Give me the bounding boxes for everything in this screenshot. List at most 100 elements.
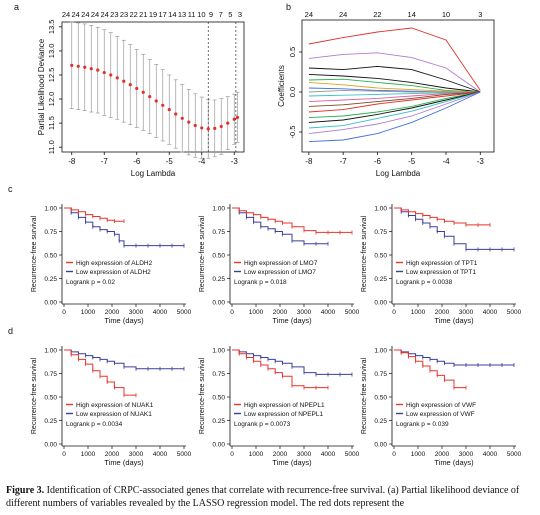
x-axis-label: Time (days) <box>434 458 474 467</box>
low-expression-curve <box>394 349 514 366</box>
x-tick-label: 0 <box>230 451 234 458</box>
x-tick-label: 0 <box>392 451 396 458</box>
y-axis-label: Partial Likelihood Deviance <box>37 38 46 135</box>
coefficient-path <box>308 91 481 129</box>
legend-label-low: Low expression of NUAK1 <box>76 411 152 418</box>
deviance-point <box>141 90 145 94</box>
deviance-point <box>193 123 197 128</box>
logrank-label: Logrank p = 0.0073 <box>234 421 291 428</box>
y-tick-label: 0.00 <box>44 442 57 449</box>
coefficient-path <box>308 91 481 113</box>
logrank-label: Logrank p = 0.018 <box>234 279 287 286</box>
x-tick-label: -3 <box>477 157 485 166</box>
x-axis-label: Time (days) <box>104 458 144 467</box>
legend-label-high: High expression of NUAK1 <box>76 402 154 409</box>
x-tick-label: 2000 <box>273 451 288 458</box>
x-tick-label: 2000 <box>435 309 450 316</box>
panel-a: a24 24 24 24 24 23 23 22 21 19 17 14 13 11 10 9 7 5 3-8 -7-… <box>14 2 245 178</box>
high-expression-curve <box>394 349 466 389</box>
x-tick-label: 3000 <box>459 451 474 458</box>
top-tick-label: 24 <box>100 10 108 19</box>
x-tick-label: 1000 <box>81 309 96 316</box>
km-panel-nuak1: 0.00 0.25 0.50 0.75 1.00 0 1000 2000 3000 4000 500… <box>31 346 192 467</box>
coefficient-path <box>308 91 481 135</box>
x-tick-label: 4000 <box>153 451 168 458</box>
top-tick-label: 17 <box>158 10 166 19</box>
figure: a24 24 24 24 24 23 23 22 21 19 17 14 13 11 10 9 7 5 3-8 -7-… <box>8 2 522 467</box>
x-tick-label: 1000 <box>411 309 426 316</box>
x-tick-label: 3000 <box>129 451 144 458</box>
y-tick-label: 0.50 <box>44 395 57 402</box>
x-axis-label: Time (days) <box>434 316 474 325</box>
deviance-point <box>76 64 80 68</box>
x-axis-label: Time (days) <box>104 316 144 325</box>
km-panel-aldh2: 0.00 0.25 0.50 0.75 1.00 0 1000 2000 3000 4000 500… <box>31 204 192 325</box>
y-axis-label: Recurrence-free survival <box>199 357 206 434</box>
y-tick-label: 0.75 <box>374 229 387 236</box>
x-tick-label: 1000 <box>249 451 264 458</box>
top-tick-label: 21 <box>139 10 147 19</box>
top-tick-label: 9 <box>209 10 213 19</box>
top-tick-label: 23 <box>110 10 118 19</box>
deviance-point <box>115 76 119 80</box>
high-expression-curve <box>64 349 136 396</box>
panel-letter-c: c <box>8 184 13 194</box>
coefficient-path <box>308 65 481 93</box>
x-tick-label: 2000 <box>105 309 120 316</box>
top-tick-label: 5 <box>228 10 232 19</box>
deviance-point <box>135 86 139 91</box>
coefficient-path <box>308 81 481 93</box>
x-axis-label: Log Lambda <box>131 169 176 178</box>
y-tick-label: 0.00 <box>374 442 387 449</box>
x-tick-label: 3000 <box>297 309 312 316</box>
y-tick-label: 13.0 <box>47 44 56 59</box>
coefficient-path <box>308 91 481 123</box>
x-tick-label: 1000 <box>411 451 426 458</box>
x-tick-label: 3000 <box>459 309 474 316</box>
x-tick-label: 4000 <box>321 451 336 458</box>
x-tick-label: -4 <box>442 157 450 166</box>
legend-label-low: Low expression of TPT1 <box>406 269 476 276</box>
x-axis-label: Log Lambda <box>376 169 421 178</box>
top-tick-label: 24 <box>71 10 79 19</box>
x-tick-label: 0 <box>62 451 66 458</box>
legend-label-low: Low expression of VWF <box>406 411 475 418</box>
logrank-label: Logrank p = 0.0038 <box>396 279 453 286</box>
caption-label: Figure 3. <box>6 485 45 496</box>
deviance-point <box>154 99 158 103</box>
y-axis-label: Recurrence-free survival <box>361 357 368 434</box>
x-tick-label: 5000 <box>177 451 192 458</box>
deviance-point <box>174 112 178 116</box>
legend-label-high: High expression of NPEPL1 <box>244 402 325 409</box>
x-axis-label: Time (days) <box>272 458 312 467</box>
y-tick-label: 0.50 <box>44 253 57 260</box>
top-tick-label: 7 <box>219 10 223 19</box>
y-tick-label: 1.00 <box>44 206 57 213</box>
coefficient-path <box>308 91 481 119</box>
deviance-point <box>128 82 132 87</box>
x-tick-label: 4000 <box>483 451 498 458</box>
plot-frame <box>301 19 495 153</box>
x-tick-label: 2000 <box>435 451 450 458</box>
legend-label-low: Low expression of NPEPL1 <box>244 411 324 418</box>
y-tick-label: 0.50 <box>374 395 387 402</box>
legend-label-high: High expression of LMO7 <box>244 260 318 267</box>
x-tick-label: 3000 <box>297 451 312 458</box>
low-expression-curve <box>232 349 352 375</box>
km-panel-vwf: 0.00 0.25 0.50 0.75 1.00 0 1000 2000 3000 4000 500… <box>361 346 522 467</box>
deviance-point <box>96 68 100 72</box>
deviance-point <box>219 124 223 129</box>
panel-letter-b: b <box>286 2 291 12</box>
x-tick-label: 5000 <box>177 309 192 316</box>
y-tick-label: 0.25 <box>44 418 57 425</box>
legend-label-high: High expression of TPT1 <box>406 260 478 267</box>
km-panel-npepl1: 0.00 0.25 0.50 0.75 1.00 0 1000 2000 3000 4000 500… <box>199 346 360 467</box>
y-tick-label: 0.5 <box>288 47 297 57</box>
legend-label-high: High expression of ALDH2 <box>76 260 153 267</box>
x-tick-label: 4000 <box>153 309 168 316</box>
y-tick-label: 0.00 <box>212 442 225 449</box>
deviance-point <box>226 121 230 125</box>
deviance-point <box>213 126 217 131</box>
y-tick-label: 0.75 <box>212 371 225 378</box>
y-axis-label: Recurrence-free survival <box>361 215 368 292</box>
